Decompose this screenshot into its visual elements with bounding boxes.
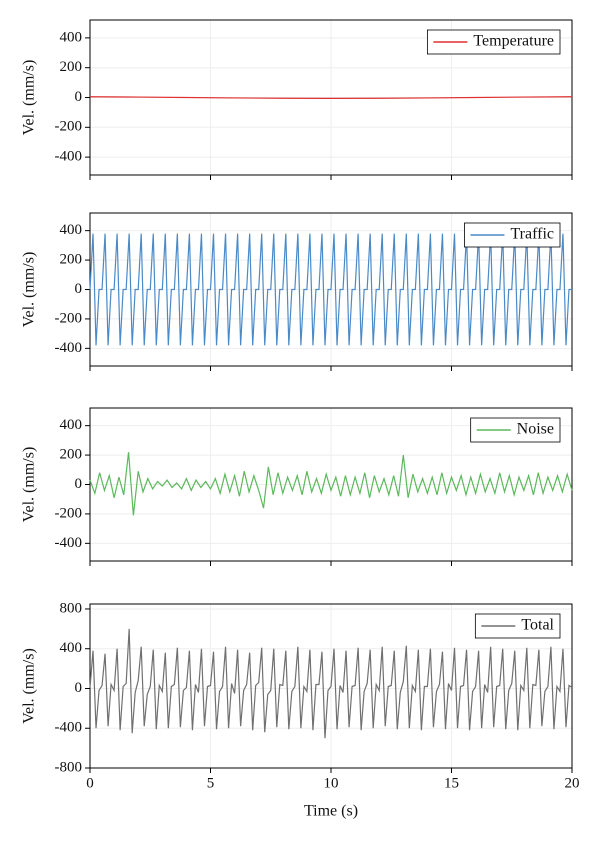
- y-tick-label: 400: [60, 640, 83, 656]
- data-line: [89, 96, 573, 99]
- y-tick-label: -400: [55, 149, 83, 165]
- y-tick-label: 0: [75, 680, 83, 696]
- y-tick-label: -400: [55, 535, 83, 551]
- y-tick-label: 200: [60, 252, 83, 268]
- y-tick-label: 400: [60, 222, 83, 238]
- y-axis-label: Vel. (mm/s): [21, 252, 38, 328]
- y-tick-label: 400: [60, 417, 83, 433]
- x-tick-label: 5: [207, 775, 215, 791]
- data-line: [89, 628, 573, 739]
- legend-label: Traffic: [510, 226, 554, 243]
- y-tick-label: -400: [55, 340, 83, 356]
- y-tick-label: -200: [55, 119, 83, 135]
- y-tick-label: 0: [75, 89, 83, 105]
- y-tick-label: 200: [60, 59, 83, 75]
- x-tick-label: 10: [324, 775, 339, 791]
- y-tick-label: 800: [60, 600, 83, 616]
- y-tick-label: -800: [55, 759, 83, 775]
- y-tick-label: 200: [60, 447, 83, 463]
- x-tick-label: 0: [86, 775, 94, 791]
- y-tick-label: -400: [55, 720, 83, 736]
- plot-frame: [89, 407, 573, 562]
- y-axis-label: Vel. (mm/s): [21, 648, 38, 724]
- plot-frame: [89, 19, 573, 176]
- y-tick-label: -200: [55, 310, 83, 326]
- y-tick-label: 0: [75, 476, 83, 492]
- x-tick-label: 15: [444, 775, 459, 791]
- y-axis-label: Vel. (mm/s): [21, 447, 38, 523]
- x-axis-label: Time (s): [304, 803, 358, 820]
- legend-label: Temperature: [473, 33, 554, 50]
- y-tick-label: 400: [60, 29, 83, 45]
- x-tick-label: 20: [565, 775, 580, 791]
- legend-label: Noise: [517, 421, 554, 438]
- y-axis-label: Vel. (mm/s): [21, 60, 38, 136]
- legend-label: Total: [521, 617, 554, 634]
- y-tick-label: -200: [55, 505, 83, 521]
- data-line: [89, 233, 572, 346]
- y-tick-label: 0: [75, 281, 83, 297]
- data-line: [89, 452, 573, 516]
